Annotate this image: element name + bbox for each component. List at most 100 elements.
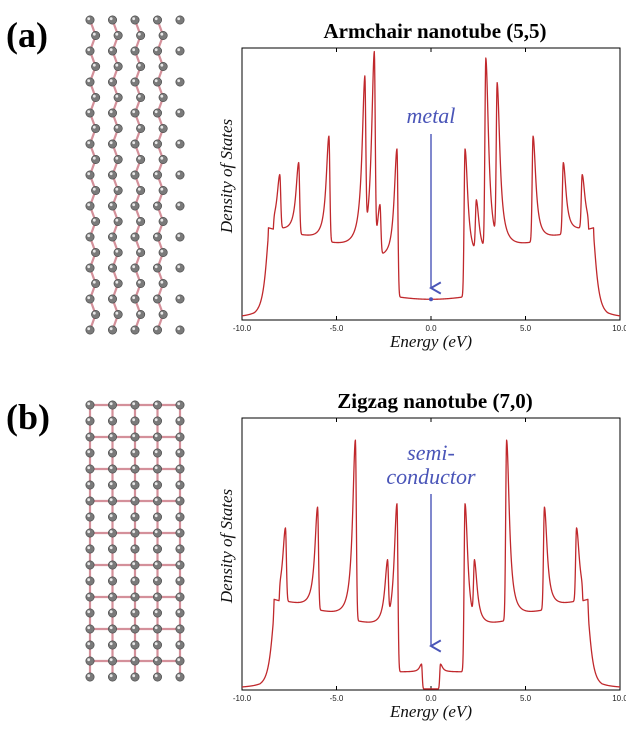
atom <box>91 30 101 40</box>
atom <box>85 672 95 682</box>
atom <box>113 30 123 40</box>
atom <box>107 170 117 180</box>
atom <box>107 432 117 442</box>
dos-chart-armchair: Armchair nanotube (5,5) -10.0 -5.0 0.0 5.0 10… <box>217 19 626 351</box>
atom <box>85 592 95 602</box>
atom <box>91 155 101 165</box>
atom <box>130 15 140 25</box>
atom <box>136 309 146 319</box>
atom <box>153 108 163 118</box>
atom <box>85 201 95 211</box>
atom <box>107 400 117 410</box>
atom <box>130 480 140 490</box>
atom <box>107 656 117 666</box>
atom <box>130 464 140 474</box>
atom <box>107 576 117 586</box>
atom <box>175 592 185 602</box>
atom <box>91 278 101 288</box>
atom <box>107 512 117 522</box>
annotation-text: metal <box>407 103 456 128</box>
y-axis-label: Density of States <box>217 118 236 234</box>
atom <box>136 124 146 134</box>
atom <box>130 170 140 180</box>
atom <box>153 592 163 602</box>
atom <box>158 155 168 165</box>
atom <box>136 248 146 258</box>
atom <box>158 278 168 288</box>
atom <box>175 464 185 474</box>
atom <box>91 93 101 103</box>
atom <box>153 263 163 273</box>
atom <box>107 294 117 304</box>
atom <box>107 560 117 570</box>
atom <box>130 592 140 602</box>
atom <box>153 640 163 650</box>
panel-label-b: (b) <box>6 397 50 437</box>
atom <box>85 640 95 650</box>
atom <box>130 263 140 273</box>
atom <box>91 248 101 258</box>
atom <box>107 592 117 602</box>
atom <box>130 672 140 682</box>
atom <box>85 232 95 242</box>
atom <box>107 139 117 149</box>
atom <box>130 624 140 634</box>
atom <box>130 46 140 56</box>
atom <box>158 61 168 71</box>
atom <box>153 139 163 149</box>
atom <box>85 325 95 335</box>
atom <box>153 464 163 474</box>
atom <box>107 672 117 682</box>
atom <box>175 672 185 682</box>
chart-title: Zigzag nanotube (7,0) <box>337 389 532 413</box>
atom <box>175 77 185 87</box>
dos-chart-zigzag: Zigzag nanotube (7,0) -10.0 -5.0 0.0 5.0 10.0… <box>217 389 626 721</box>
chart-title: Armchair nanotube (5,5) <box>323 19 546 43</box>
atom <box>107 108 117 118</box>
atom <box>153 400 163 410</box>
atom <box>85 624 95 634</box>
atom <box>113 278 123 288</box>
atom <box>158 217 168 227</box>
atom <box>130 77 140 87</box>
atom <box>175 416 185 426</box>
atom <box>85 416 95 426</box>
x-tick-label: -5.0 <box>330 694 344 703</box>
atom <box>107 608 117 618</box>
atom <box>130 232 140 242</box>
atom <box>175 512 185 522</box>
atom <box>85 108 95 118</box>
atom <box>153 656 163 666</box>
atom <box>113 124 123 134</box>
atom <box>130 448 140 458</box>
dos-curve <box>241 439 621 690</box>
atom <box>153 448 163 458</box>
atom <box>107 448 117 458</box>
atom <box>136 186 146 196</box>
atom <box>91 61 101 71</box>
atom <box>107 77 117 87</box>
atom <box>113 61 123 71</box>
atom <box>153 232 163 242</box>
atom <box>113 248 123 258</box>
atom <box>153 624 163 634</box>
atom <box>130 201 140 211</box>
atom <box>158 93 168 103</box>
atom <box>130 294 140 304</box>
atom <box>107 480 117 490</box>
atom <box>91 186 101 196</box>
atom <box>85 294 95 304</box>
atom <box>107 46 117 56</box>
zigzag-nanotube-structure <box>85 400 185 682</box>
annotation-text: semi-conductor <box>386 440 476 489</box>
armchair-nanotube-structure <box>85 15 185 335</box>
atom <box>91 309 101 319</box>
fermi-level-dot <box>429 297 433 302</box>
x-axis-label: Energy (eV) <box>389 702 472 721</box>
atom <box>175 528 185 538</box>
atom <box>107 464 117 474</box>
atom <box>158 124 168 134</box>
atom <box>85 15 95 25</box>
atom <box>175 139 185 149</box>
